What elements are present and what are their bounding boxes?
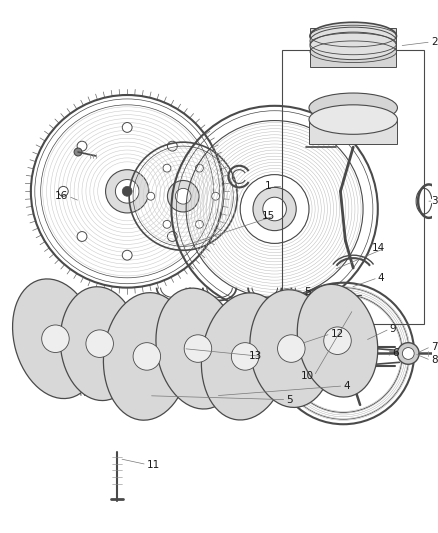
Text: 11: 11	[147, 459, 160, 470]
Circle shape	[86, 330, 113, 358]
Ellipse shape	[13, 279, 98, 399]
Circle shape	[122, 251, 132, 260]
Text: 3: 3	[431, 196, 438, 206]
Circle shape	[231, 343, 259, 370]
Circle shape	[350, 314, 356, 320]
Text: 13: 13	[249, 351, 262, 361]
Ellipse shape	[309, 93, 397, 123]
Ellipse shape	[297, 284, 378, 397]
Circle shape	[58, 187, 68, 196]
Bar	[283, 50, 424, 324]
Text: 6: 6	[392, 349, 399, 359]
Circle shape	[334, 344, 353, 364]
Bar	[310, 28, 396, 68]
Circle shape	[186, 187, 196, 196]
Ellipse shape	[310, 22, 396, 50]
Ellipse shape	[310, 27, 396, 55]
Circle shape	[115, 180, 139, 203]
Circle shape	[324, 334, 363, 373]
Circle shape	[403, 348, 414, 359]
Circle shape	[77, 141, 87, 151]
Circle shape	[263, 197, 286, 221]
Text: 9: 9	[389, 324, 396, 334]
Ellipse shape	[103, 293, 190, 420]
Ellipse shape	[310, 32, 396, 60]
Circle shape	[175, 188, 191, 204]
Circle shape	[167, 181, 199, 212]
Circle shape	[184, 335, 212, 362]
Circle shape	[167, 231, 177, 241]
Circle shape	[77, 231, 87, 241]
Text: 1: 1	[265, 181, 272, 191]
Circle shape	[324, 327, 351, 354]
Text: 15: 15	[261, 211, 275, 221]
Circle shape	[253, 188, 296, 231]
Text: 2: 2	[431, 37, 438, 47]
Text: 4: 4	[378, 273, 385, 283]
Text: 14: 14	[371, 244, 385, 253]
Circle shape	[42, 325, 69, 352]
Circle shape	[122, 123, 132, 132]
Circle shape	[163, 164, 171, 172]
Circle shape	[74, 148, 82, 156]
Ellipse shape	[201, 293, 289, 420]
Circle shape	[147, 192, 155, 200]
Circle shape	[167, 141, 177, 151]
Ellipse shape	[250, 290, 333, 407]
Circle shape	[122, 187, 132, 196]
Text: 16: 16	[55, 191, 68, 201]
Circle shape	[397, 343, 419, 364]
Text: 4: 4	[343, 381, 350, 391]
Text: 10: 10	[301, 371, 314, 381]
Text: 8: 8	[431, 356, 438, 365]
Text: 5: 5	[286, 394, 293, 405]
Bar	[309, 119, 397, 144]
Circle shape	[278, 335, 305, 362]
Circle shape	[212, 192, 219, 200]
Text: 7: 7	[431, 342, 438, 352]
Circle shape	[195, 220, 203, 228]
Circle shape	[133, 343, 161, 370]
Text: 12: 12	[331, 329, 344, 339]
Circle shape	[195, 164, 203, 172]
Circle shape	[163, 220, 171, 228]
Ellipse shape	[60, 287, 139, 400]
Ellipse shape	[309, 105, 397, 134]
Text: 5: 5	[304, 287, 311, 296]
Circle shape	[106, 169, 149, 213]
Ellipse shape	[156, 288, 240, 409]
